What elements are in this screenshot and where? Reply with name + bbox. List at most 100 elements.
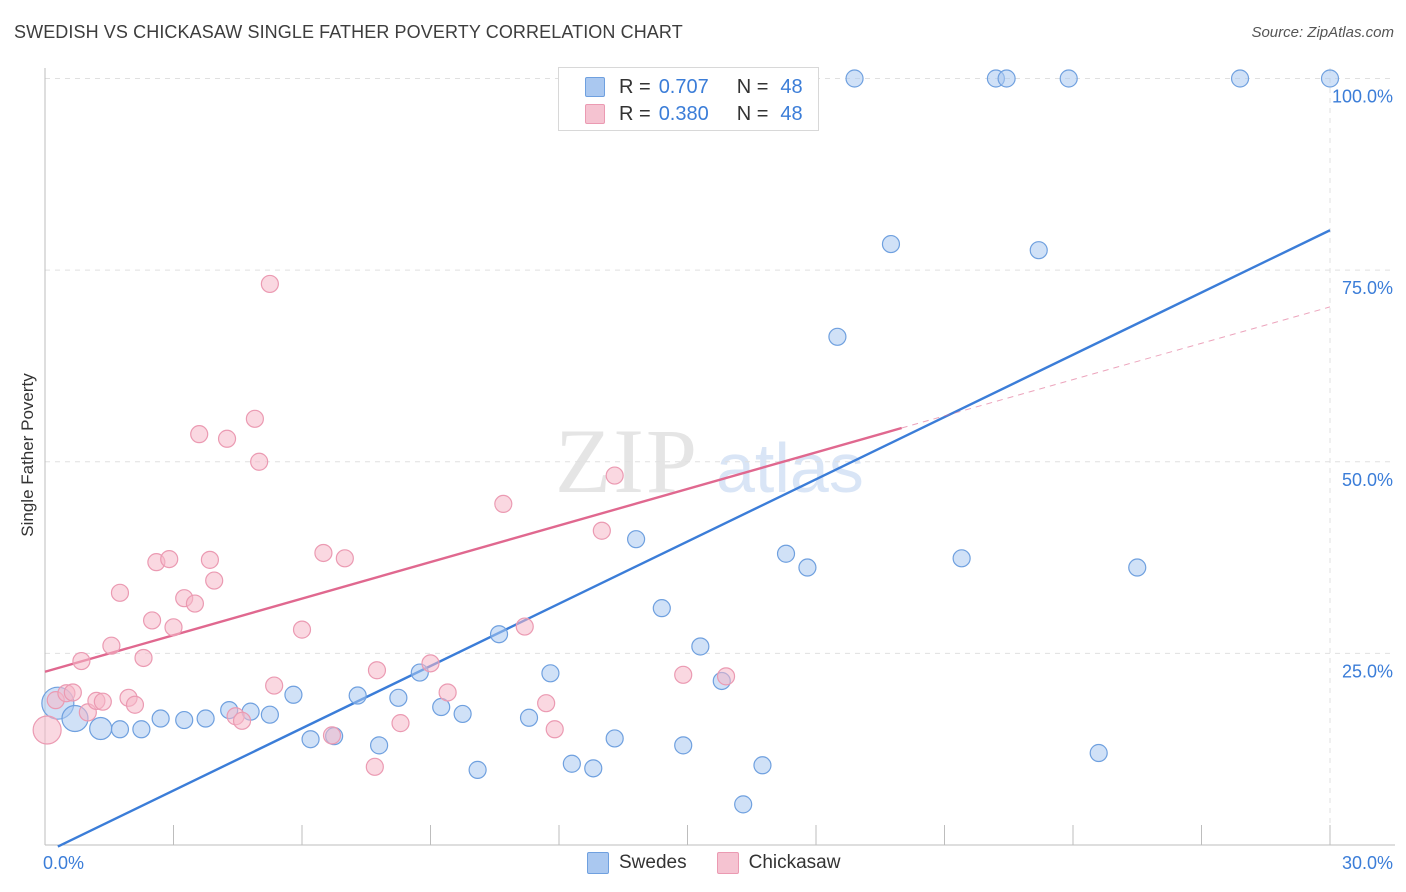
- trendline-chickasaw: [44, 426, 902, 673]
- chart-title: SWEDISH VS CHICKASAW SINGLE FATHER POVER…: [14, 22, 683, 42]
- data-point-swedes: [89, 716, 113, 741]
- data-point-chickasaw: [164, 618, 183, 637]
- data-point-chickasaw: [232, 711, 252, 730]
- data-point-chickasaw: [110, 583, 130, 602]
- legend-r-value: 0.707: [658, 75, 709, 98]
- data-point-chickasaw: [134, 648, 153, 668]
- correlation-legend: R = 0.707 N = 48 R = 0.380 N = 48: [558, 67, 819, 131]
- data-point-chickasaw: [93, 692, 112, 711]
- data-point-chickasaw: [205, 571, 224, 590]
- data-point-swedes: [151, 709, 170, 728]
- data-point-swedes: [691, 637, 710, 656]
- data-point-chickasaw: [367, 661, 387, 680]
- data-point-swedes: [541, 664, 560, 683]
- data-point-swedes: [1059, 69, 1078, 88]
- data-point-chickasaw: [438, 683, 457, 702]
- data-point-chickasaw: [322, 726, 342, 745]
- legend-r-label: R =: [619, 102, 651, 125]
- data-point-chickasaw: [605, 466, 624, 485]
- data-point-chickasaw: [537, 694, 556, 713]
- data-point-chickasaw: [217, 429, 237, 448]
- data-point-chickasaw: [125, 695, 145, 714]
- data-point-chickasaw: [142, 611, 162, 630]
- legend-n-label: N =: [736, 102, 769, 125]
- data-point-chickasaw: [592, 521, 611, 540]
- data-point-swedes: [652, 599, 671, 618]
- legend-swatch-blue: [585, 77, 605, 97]
- legend-row-chickasaw: R = 0.380 N = 48: [585, 102, 803, 126]
- y-tick-label: 50.0%: [1342, 470, 1393, 490]
- watermark: ZIP atlas: [555, 410, 864, 512]
- data-point-chickasaw: [292, 620, 312, 639]
- data-point-chickasaw: [160, 549, 179, 569]
- y-tick-label: 100.0%: [1332, 87, 1393, 107]
- y-tick-label: 75.0%: [1342, 278, 1393, 298]
- legend-item-swedes[interactable]: Swedes: [587, 852, 687, 874]
- data-point-chickasaw: [265, 676, 284, 695]
- legend-item-chickasaw[interactable]: Chickasaw: [716, 852, 841, 874]
- data-point-swedes: [196, 709, 215, 728]
- data-point-swedes: [881, 234, 901, 254]
- trendlines: [44, 229, 1331, 848]
- data-point-swedes: [175, 710, 194, 730]
- data-point-swedes: [1230, 69, 1250, 88]
- data-point-chickasaw: [250, 452, 269, 471]
- legend-r-label: R =: [619, 75, 651, 98]
- tick-labels: 25.0% 50.0% 75.0% 100.0% 0.0% 30.0%: [43, 87, 1393, 874]
- series-legend: Swedes Chickasaw: [587, 852, 870, 874]
- data-point-chickasaw: [200, 550, 220, 569]
- data-point-swedes: [952, 549, 971, 568]
- data-point-swedes: [132, 720, 151, 739]
- data-point-swedes: [301, 730, 320, 749]
- data-point-chickasaw: [260, 274, 279, 294]
- data-point-swedes: [489, 625, 509, 644]
- data-point-swedes: [734, 795, 753, 814]
- data-point-chickasaw: [545, 720, 564, 739]
- data-point-chickasaw: [245, 409, 264, 428]
- data-point-swedes: [468, 760, 487, 779]
- legend-label-chickasaw: Chickasaw: [748, 852, 841, 873]
- data-point-swedes: [776, 544, 796, 563]
- data-point-swedes: [110, 720, 130, 739]
- data-point-swedes: [1089, 743, 1108, 763]
- data-point-chickasaw: [421, 654, 440, 673]
- data-point-swedes: [584, 759, 603, 778]
- data-point-chickasaw: [185, 594, 205, 613]
- data-point-swedes: [284, 685, 303, 704]
- data-point-chickasaw: [674, 665, 693, 684]
- data-point-chickasaw: [63, 683, 82, 702]
- legend-r-value: 0.380: [658, 102, 709, 125]
- data-point-swedes: [370, 736, 389, 755]
- data-point-swedes: [260, 705, 279, 724]
- data-point-swedes: [674, 736, 693, 755]
- x-tick-label: 0.0%: [43, 853, 84, 873]
- legend-row-swedes: R = 0.707 N = 48: [585, 75, 803, 99]
- data-point-swedes: [1320, 69, 1340, 88]
- data-point-swedes: [605, 729, 624, 748]
- data-point-swedes: [348, 686, 367, 705]
- data-point-chickasaw: [335, 549, 354, 568]
- legend-label-swedes: Swedes: [619, 852, 687, 873]
- legend-n-value: 48: [780, 75, 803, 98]
- data-point-swedes: [1128, 558, 1147, 577]
- data-point-chickasaw: [102, 636, 121, 655]
- legend-n-label: N =: [736, 75, 769, 98]
- trendline-extension-chickasaw: [901, 306, 1331, 429]
- data-point-swedes: [626, 530, 646, 549]
- source-label: Source: ZipAtlas.com: [1251, 24, 1394, 41]
- data-point-swedes: [519, 708, 539, 727]
- watermark-zip: ZIP: [555, 410, 699, 512]
- legend-swatch-pink: [716, 852, 739, 874]
- data-point-chickasaw: [314, 543, 333, 563]
- data-point-swedes: [845, 69, 864, 88]
- data-point-chickasaw: [32, 715, 62, 745]
- data-point-chickasaw: [365, 757, 384, 776]
- data-point-chickasaw: [716, 667, 736, 686]
- axes: [44, 68, 1395, 846]
- data-point-chickasaw: [190, 425, 209, 444]
- data-point-chickasaw: [515, 617, 534, 636]
- data-point-swedes: [798, 558, 817, 577]
- data-point-swedes: [828, 327, 847, 346]
- data-point-swedes: [753, 756, 772, 775]
